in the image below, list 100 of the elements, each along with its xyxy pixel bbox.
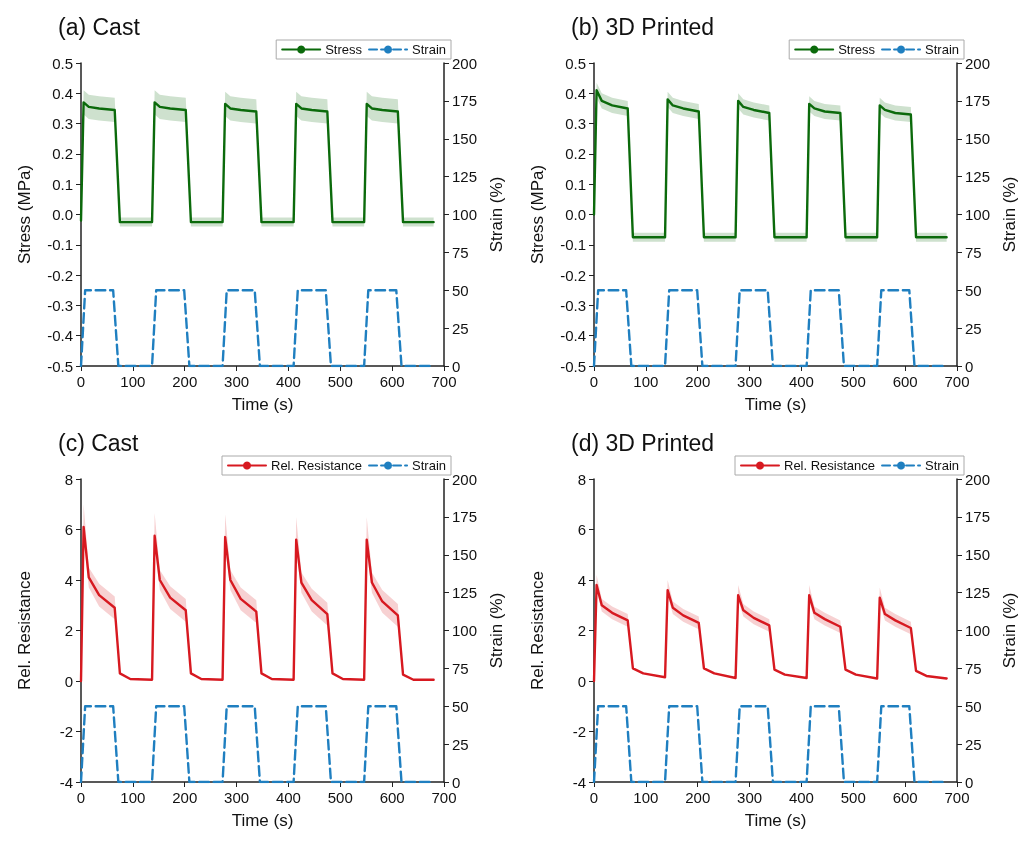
x-tick-label: 200 bbox=[172, 789, 198, 806]
x-tick-label: 600 bbox=[379, 373, 405, 390]
y-tick-label: 0.0 bbox=[565, 206, 586, 223]
y2-axis-title: Strain (%) bbox=[487, 592, 506, 669]
y2-tick-label: 125 bbox=[965, 584, 991, 602]
y2-tick-label: 75 bbox=[965, 659, 982, 677]
y2-tick-label: 175 bbox=[452, 508, 478, 526]
x-tick-label: 400 bbox=[275, 373, 301, 390]
y-tick-label: 4 bbox=[577, 571, 586, 589]
y-tick-label: 0.2 bbox=[52, 145, 73, 163]
x-tick-label: 400 bbox=[275, 789, 301, 806]
chart-title: (d) 3D Printed bbox=[571, 429, 715, 456]
y-tick-label: -2 bbox=[572, 723, 586, 740]
y2-tick-label: 25 bbox=[965, 319, 982, 337]
y-tick-label: 6 bbox=[577, 521, 586, 538]
y-tick-label: -2 bbox=[59, 723, 73, 740]
y-tick-label: 8 bbox=[64, 470, 73, 488]
y2-tick-label: 100 bbox=[452, 206, 478, 223]
x-tick-label: 600 bbox=[892, 789, 918, 806]
x-tick-label: 100 bbox=[120, 789, 146, 806]
x-tick-label: 300 bbox=[737, 373, 763, 390]
y-tick-label: 0.4 bbox=[565, 84, 586, 102]
y2-tick-label: 0 bbox=[965, 773, 974, 791]
legend-label: Rel. Resistance bbox=[784, 458, 876, 473]
y2-tick-label: 50 bbox=[452, 697, 469, 715]
y-tick-label: 6 bbox=[64, 521, 73, 538]
y2-axis-title: Strain (%) bbox=[487, 176, 506, 253]
x-tick-label: 300 bbox=[224, 789, 250, 806]
y-tick-label: -4 bbox=[59, 773, 73, 791]
y2-tick-label: 175 bbox=[965, 92, 991, 110]
y-axis-title: Rel. Resistance bbox=[528, 570, 547, 691]
x-tick-label: 700 bbox=[431, 789, 457, 806]
chart-title: (a) Cast bbox=[58, 13, 141, 40]
y-axis-title: Rel. Resistance bbox=[15, 570, 34, 691]
y-tick-label: 2 bbox=[64, 622, 73, 639]
y-tick-label: -0.3 bbox=[560, 296, 586, 314]
x-tick-label: 500 bbox=[840, 373, 866, 390]
y-tick-label: -0.2 bbox=[560, 266, 586, 284]
x-tick-label: 500 bbox=[327, 789, 353, 806]
x-tick-label: 0 bbox=[76, 373, 86, 390]
chart-title: (c) Cast bbox=[58, 429, 140, 456]
x-tick-label: 100 bbox=[120, 373, 146, 390]
x-tick-label: 100 bbox=[633, 373, 659, 390]
y2-axis-title: Strain (%) bbox=[1000, 176, 1019, 253]
y2-tick-label: 75 bbox=[452, 243, 469, 261]
x-tick-label: 500 bbox=[327, 373, 353, 390]
y2-tick-label: 100 bbox=[965, 622, 991, 639]
y2-tick-label: 200 bbox=[452, 54, 478, 72]
x-axis-title: Time (s) bbox=[744, 811, 807, 830]
x-tick-label: 0 bbox=[589, 373, 599, 390]
y-tick-label: 0.4 bbox=[52, 84, 73, 102]
x-tick-label: 700 bbox=[944, 373, 970, 390]
y2-tick-label: 150 bbox=[965, 546, 991, 564]
y-tick-label: 0.0 bbox=[52, 206, 73, 223]
y-tick-label: 0.3 bbox=[52, 115, 73, 133]
y2-tick-label: 0 bbox=[452, 357, 461, 375]
legend-label: Strain bbox=[925, 458, 960, 473]
y-tick-label: 0.1 bbox=[52, 175, 73, 193]
y-tick-label: 4 bbox=[64, 571, 73, 589]
y2-tick-label: 125 bbox=[452, 168, 478, 186]
x-tick-label: 400 bbox=[788, 373, 814, 390]
x-tick-label: 700 bbox=[944, 789, 970, 806]
y-tick-label: -0.5 bbox=[560, 357, 586, 375]
y-tick-label: -0.1 bbox=[560, 236, 586, 254]
y2-tick-label: 50 bbox=[965, 697, 982, 715]
y2-tick-label: 100 bbox=[452, 622, 478, 639]
y2-tick-label: 25 bbox=[452, 735, 469, 753]
legend-label: Strain bbox=[412, 458, 447, 473]
x-tick-label: 200 bbox=[685, 373, 711, 390]
y2-tick-label: 100 bbox=[965, 206, 991, 223]
y2-tick-label: 125 bbox=[452, 584, 478, 602]
y-tick-label: -0.1 bbox=[47, 236, 73, 254]
y2-tick-label: 25 bbox=[965, 735, 982, 753]
x-tick-label: 200 bbox=[685, 789, 711, 806]
y-axis-title: Stress (MPa) bbox=[15, 164, 34, 265]
y2-tick-label: 50 bbox=[965, 281, 982, 299]
x-tick-label: 300 bbox=[224, 373, 250, 390]
x-axis-title: Time (s) bbox=[744, 395, 807, 414]
y2-tick-label: 175 bbox=[965, 508, 991, 526]
y-tick-label: 0.5 bbox=[565, 54, 586, 72]
y2-tick-label: 200 bbox=[965, 54, 991, 72]
legend-label: Strain bbox=[412, 42, 447, 57]
y2-tick-label: 125 bbox=[965, 168, 991, 186]
y-tick-label: -0.3 bbox=[47, 296, 73, 314]
x-tick-label: 600 bbox=[379, 789, 405, 806]
y2-tick-label: 200 bbox=[452, 470, 478, 488]
y-tick-label: -4 bbox=[572, 773, 586, 791]
y-tick-label: -0.5 bbox=[47, 357, 73, 375]
y2-tick-label: 150 bbox=[452, 546, 478, 564]
y2-tick-label: 0 bbox=[965, 357, 974, 375]
y-tick-label: -0.2 bbox=[47, 266, 73, 284]
y2-tick-label: 25 bbox=[452, 319, 469, 337]
x-tick-label: 400 bbox=[788, 789, 814, 806]
y-tick-label: 0 bbox=[577, 672, 586, 690]
y2-tick-label: 0 bbox=[452, 773, 461, 791]
y-tick-label: 0.3 bbox=[565, 115, 586, 133]
x-tick-label: 700 bbox=[431, 373, 457, 390]
y2-tick-label: 200 bbox=[965, 470, 991, 488]
legend-label: Rel. Resistance bbox=[271, 458, 363, 473]
x-axis-title: Time (s) bbox=[231, 395, 294, 414]
